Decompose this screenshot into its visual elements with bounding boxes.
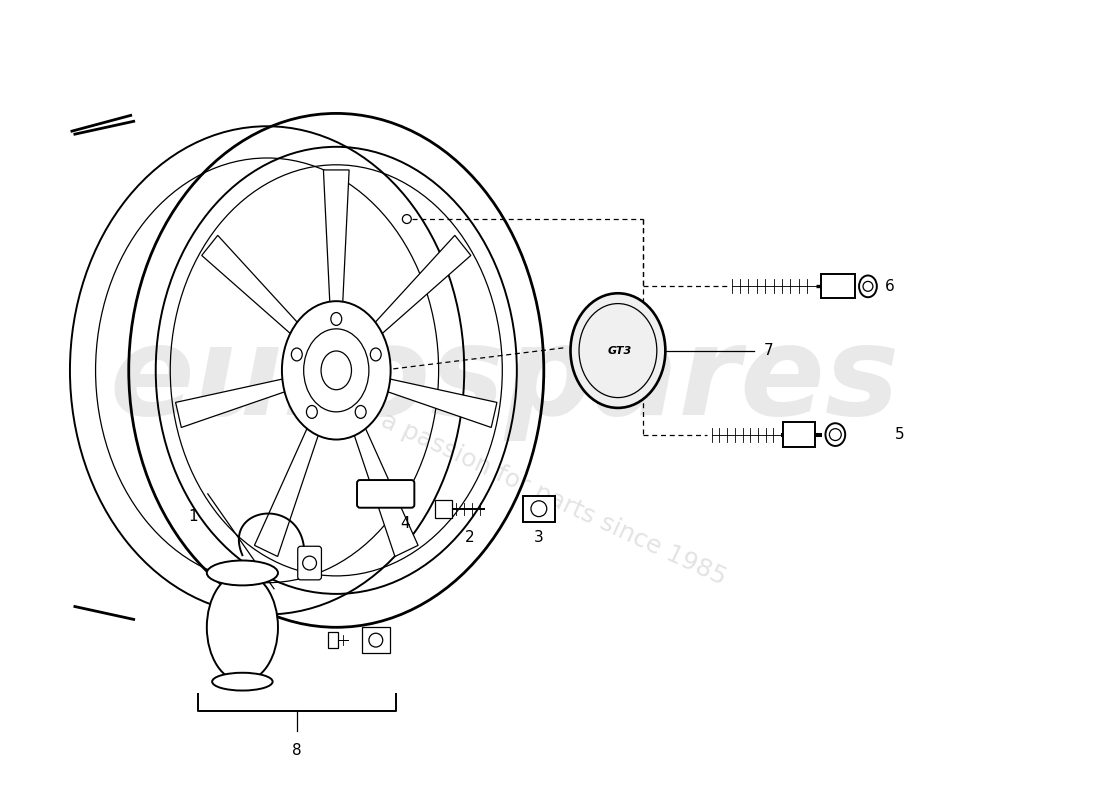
Polygon shape [344, 401, 418, 557]
Ellipse shape [282, 301, 390, 439]
FancyBboxPatch shape [783, 422, 815, 447]
Ellipse shape [207, 573, 278, 682]
Ellipse shape [859, 275, 877, 298]
FancyBboxPatch shape [362, 627, 389, 653]
Ellipse shape [371, 348, 382, 361]
Text: 6: 6 [884, 279, 894, 294]
Ellipse shape [304, 329, 368, 412]
Ellipse shape [331, 313, 342, 326]
Text: 5: 5 [894, 427, 904, 442]
Ellipse shape [292, 348, 302, 361]
Text: GT3: GT3 [608, 346, 632, 355]
Polygon shape [363, 374, 497, 427]
Text: 3: 3 [534, 530, 543, 546]
Ellipse shape [321, 351, 352, 390]
Polygon shape [176, 374, 310, 427]
Text: eurospares: eurospares [109, 320, 900, 441]
FancyBboxPatch shape [821, 274, 855, 298]
Polygon shape [323, 170, 349, 334]
Polygon shape [254, 401, 329, 557]
Ellipse shape [825, 423, 845, 446]
Polygon shape [355, 235, 471, 352]
Ellipse shape [207, 561, 278, 586]
Text: 7: 7 [764, 343, 773, 358]
Ellipse shape [571, 294, 666, 408]
Text: 8: 8 [292, 743, 301, 758]
Text: 2: 2 [465, 530, 474, 546]
Polygon shape [201, 235, 317, 352]
Ellipse shape [212, 673, 273, 690]
FancyBboxPatch shape [358, 480, 415, 508]
Circle shape [403, 214, 411, 223]
FancyBboxPatch shape [436, 500, 452, 518]
FancyBboxPatch shape [524, 496, 554, 522]
Text: 4: 4 [400, 516, 410, 530]
Ellipse shape [307, 406, 317, 418]
FancyBboxPatch shape [298, 546, 321, 580]
Text: 1: 1 [188, 509, 198, 524]
FancyBboxPatch shape [329, 632, 339, 648]
Circle shape [302, 556, 317, 570]
Text: a passion for parts since 1985: a passion for parts since 1985 [377, 408, 730, 590]
Ellipse shape [355, 406, 366, 418]
